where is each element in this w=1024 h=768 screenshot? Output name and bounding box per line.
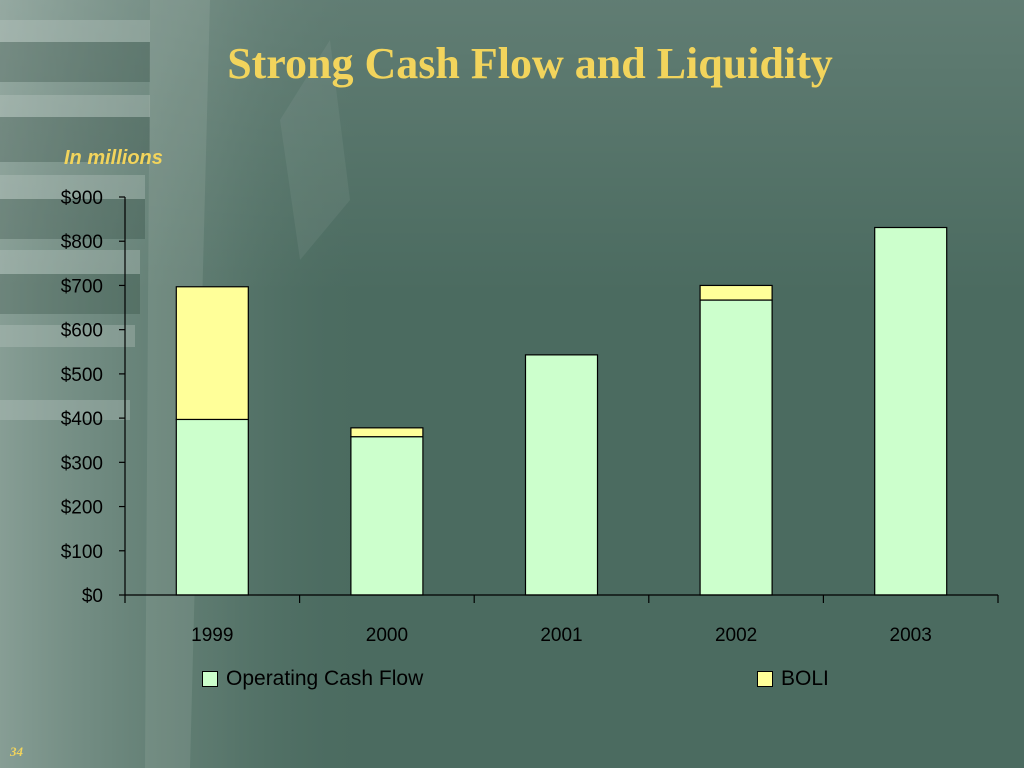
x-tick-label: 2003	[890, 625, 932, 646]
bar-operating-cash-flow-2001	[524, 354, 599, 596]
bar-operating-cash-flow-1999	[175, 418, 249, 596]
y-tick-label: $600	[61, 321, 103, 342]
y-tick-label: $500	[61, 365, 103, 386]
y-tick-label: $0	[82, 586, 103, 607]
page-number: 34	[10, 744, 23, 759]
y-tick-label: $800	[61, 232, 103, 253]
legend-label-boli: BOLI	[781, 667, 829, 690]
legend-item-boli: BOLI	[757, 667, 829, 691]
bar-boli-2000	[350, 427, 424, 438]
legend-swatch-boli	[757, 671, 773, 687]
slide-title: Strong Cash Flow and Liquidity	[227, 39, 833, 88]
y-tick-label: $300	[61, 453, 103, 474]
bar-operating-cash-flow-2003	[874, 226, 948, 596]
x-tick-label: 1999	[191, 625, 233, 646]
legend: Operating Cash Flow BOLI	[0, 667, 1024, 695]
y-tick-label: $100	[61, 542, 103, 563]
chart-subtitle: In millions	[64, 147, 163, 169]
y-tick-label: $400	[61, 409, 103, 430]
bar-boli-2002	[699, 284, 773, 301]
bar-operating-cash-flow-2000	[350, 436, 424, 596]
legend-label-operating-cash-flow: Operating Cash Flow	[226, 667, 424, 690]
legend-item-operating-cash-flow: Operating Cash Flow	[202, 667, 423, 691]
y-tick-label: $200	[61, 498, 103, 519]
bar-boli-1999	[175, 286, 249, 421]
axes-layer: $0 $100 $200 $300 $400 $500 $600 $700 $800 $900 19…	[61, 188, 999, 646]
legend-swatch-operating-cash-flow	[202, 671, 218, 687]
bar-operating-cash-flow-2002	[699, 299, 773, 596]
x-tick-label: 2002	[715, 625, 757, 646]
x-tick-label: 2000	[366, 625, 408, 646]
y-tick-label: $900	[61, 188, 103, 209]
y-tick-label: $700	[61, 276, 103, 297]
bars-layer	[175, 226, 948, 596]
x-tick-label: 2001	[540, 625, 582, 646]
